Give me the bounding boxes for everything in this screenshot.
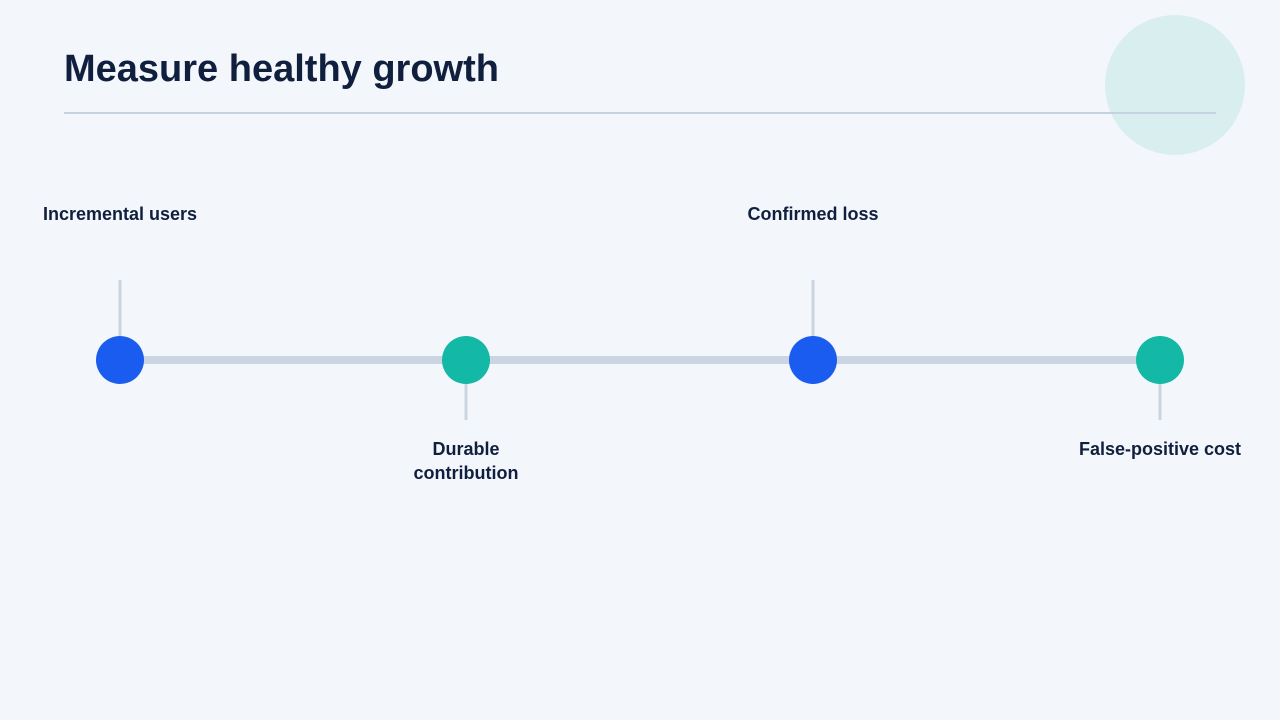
node-label: False-positive cost [1078,439,1242,459]
milestone-node [1136,336,1184,384]
slide-title: Measure healthy growth [64,48,499,90]
node-label: Incremental users [42,204,198,224]
node-label: Confirmed loss [747,204,879,224]
milestone-node [789,336,837,384]
milestone-node [442,336,490,384]
decoration-circle [1105,15,1245,155]
node-label: Durable contribution [413,439,519,483]
milestone-node [96,336,144,384]
